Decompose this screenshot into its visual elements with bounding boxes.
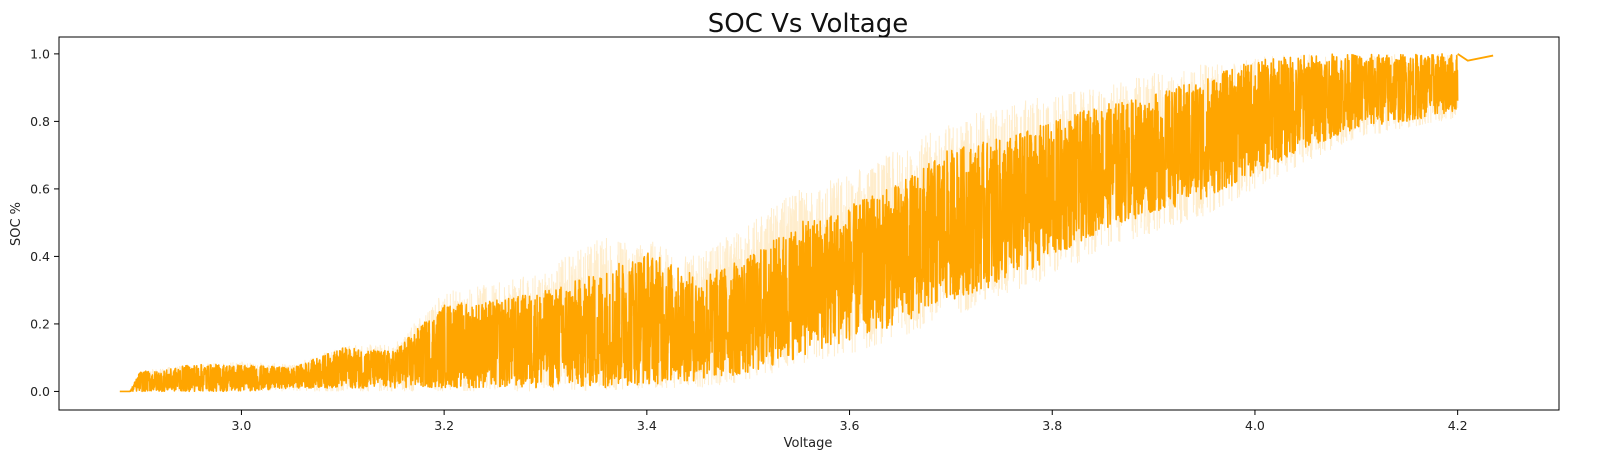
chart-title: SOC Vs Voltage — [708, 9, 909, 39]
x-tick-label-0: 3.0 — [231, 418, 251, 433]
y-tick-label-2: 0.4 — [30, 249, 50, 264]
x-tick-label-6: 4.2 — [1448, 418, 1468, 433]
y-tick-label-0: 0.0 — [30, 384, 50, 399]
y-axis-label: SOC % — [9, 202, 24, 246]
x-tick-label-4: 3.8 — [1042, 418, 1062, 433]
y-tick-label-3: 0.6 — [30, 181, 50, 196]
y-tick-label-1: 0.2 — [30, 316, 50, 331]
x-tick-label-1: 3.2 — [434, 418, 454, 433]
x-axis-label: Voltage — [784, 436, 833, 451]
y-axis-ticks: 0.0 0.2 0.4 0.6 0.8 1.0 — [30, 46, 59, 399]
x-tick-label-2: 3.4 — [637, 418, 657, 433]
soc-series-line — [119, 53, 1459, 393]
plot-area — [119, 53, 1494, 393]
x-axis-ticks: 3.0 3.2 3.4 3.6 3.8 4.0 4.2 — [231, 410, 1468, 433]
x-tick-label-5: 4.0 — [1245, 418, 1265, 433]
soc-series-layer — [119, 53, 1494, 393]
y-tick-label-5: 1.0 — [30, 46, 50, 61]
y-tick-label-4: 0.8 — [30, 114, 50, 129]
soc-series-tail — [1457, 53, 1494, 62]
x-tick-label-3: 3.6 — [840, 418, 860, 433]
plot-frame — [58, 36, 1560, 411]
